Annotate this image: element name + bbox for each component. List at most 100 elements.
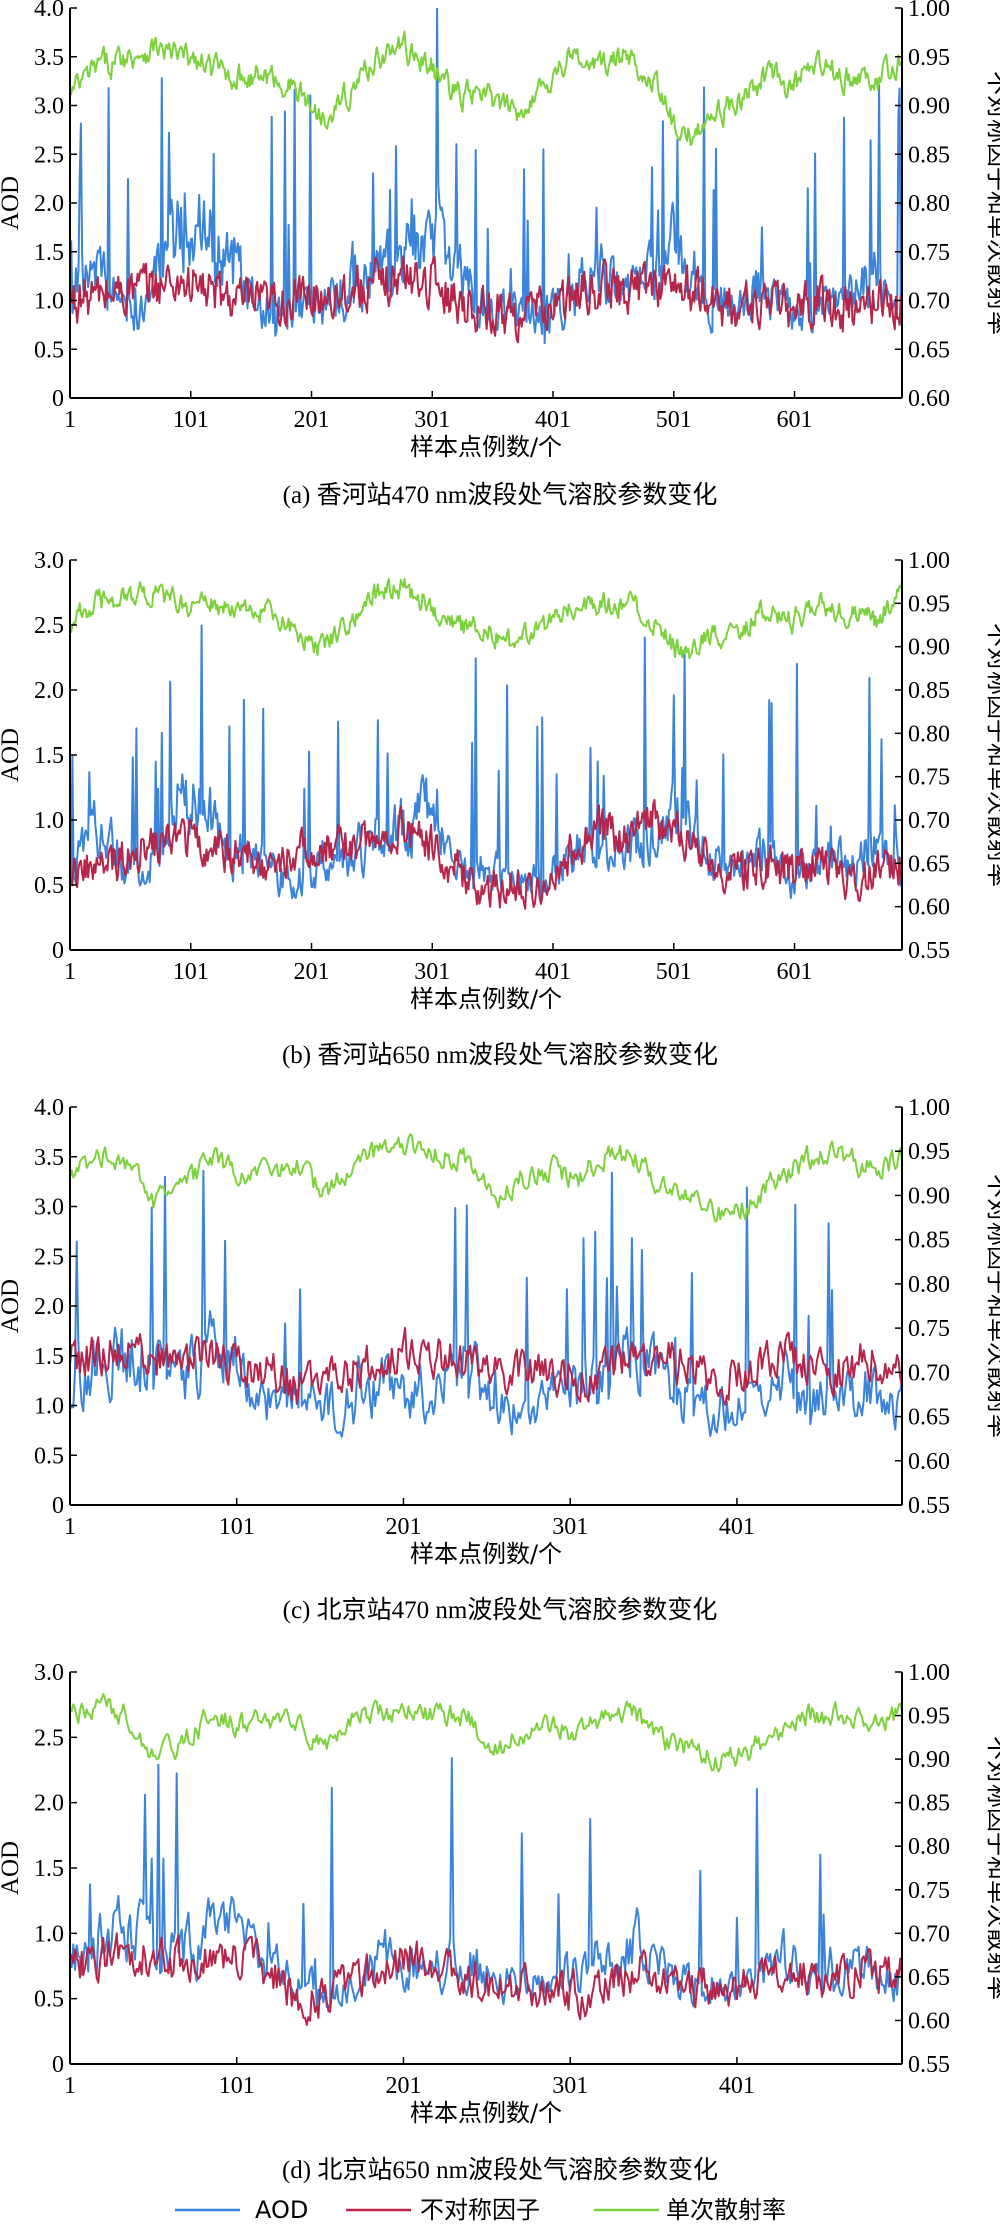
y2-tick-label: 0.75: [908, 765, 950, 791]
x-axis-label: 样本点例数/个: [410, 2099, 562, 2127]
y-tick-label: 1.5: [34, 1344, 64, 1370]
chart-panel: 0 0.5 1.0 1.5 2.0 2.5 3.0 0.55 0.60 0.65 0.70 0.75 0…: [0, 1660, 1000, 2184]
y2-tick-label: 0.90: [908, 1747, 950, 1773]
y-tick-label: 2.5: [34, 1725, 64, 1751]
x-tick-label: 301: [414, 407, 450, 433]
y-tick-label: 2.5: [34, 613, 64, 639]
y2-tick-label: 0.70: [908, 289, 950, 315]
y-tick-label: 0: [52, 938, 64, 964]
y2-tick-label: 0.85: [908, 142, 950, 168]
y2-tick-label: 0.65: [908, 1405, 950, 1431]
y2-tick-label: 0.60: [908, 2008, 950, 2034]
y2-tick-label: 0.80: [908, 1834, 950, 1860]
y2-tick-label: 0.55: [908, 938, 950, 964]
y2-tick-label: 0.55: [908, 1493, 950, 1519]
y-tick-label: 0: [52, 386, 64, 412]
y2-tick-label: 0.75: [908, 240, 950, 266]
series-line: [70, 1326, 902, 1406]
y-tick-label: 2.0: [34, 678, 64, 704]
series-line: [70, 255, 902, 344]
y-tick-label: 2.0: [34, 191, 64, 217]
x-tick-label: 401: [535, 407, 571, 433]
x-tick-label: 301: [552, 1514, 588, 1540]
y-tick-label: 1.5: [34, 1856, 64, 1882]
y2-tick-label: 0.75: [908, 1878, 950, 1904]
y-tick-label: 1.5: [34, 743, 64, 769]
x-tick-label: 301: [552, 2073, 588, 2099]
x-tick-label: 201: [385, 1514, 421, 1540]
y-tick-label: 1.0: [34, 1921, 64, 1947]
y-axis-label: AOD: [0, 1279, 24, 1333]
x-tick-label: 501: [656, 959, 692, 985]
x-tick-label: 101: [173, 959, 209, 985]
x-tick-label: 201: [294, 959, 330, 985]
x-tick-label: 101: [173, 407, 209, 433]
y2-tick-label: 0.95: [908, 1139, 950, 1165]
series-line: [70, 798, 902, 910]
x-axis-label: 样本点例数/个: [410, 1540, 562, 1568]
y-tick-label: 2.5: [34, 1244, 64, 1270]
y-tick-label: 1.0: [34, 289, 64, 315]
chart-panel: 0 0.5 1.0 1.5 2.0 2.5 3.0 3.5 4.0 0.55 0.60 0.65 0.7…: [0, 1095, 1000, 1624]
y2-tick-label: 0.80: [908, 1272, 950, 1298]
y-tick-label: 0.5: [34, 1987, 64, 2013]
y2-tick-label: 1.00: [908, 0, 950, 22]
y-tick-label: 0.5: [34, 1443, 64, 1469]
x-tick-label: 601: [777, 959, 813, 985]
y2-tick-label: 0.85: [908, 1791, 950, 1817]
y2-tick-label: 0.95: [908, 45, 950, 71]
y-tick-label: 3.5: [34, 1145, 64, 1171]
panel-caption: (d) 北京站650 nm波段处气溶胶参数变化: [282, 2156, 718, 2184]
y-axis-label: AOD: [0, 728, 24, 782]
y2-tick-label: 1.00: [908, 548, 950, 574]
series-line: [70, 1932, 902, 2026]
y-tick-label: 3.0: [34, 1195, 64, 1221]
y2-tick-label: 0.65: [908, 851, 950, 877]
legend-label: 单次散射率: [666, 2196, 786, 2224]
y2-tick-label: 0.95: [908, 1704, 950, 1730]
y-tick-label: 2.0: [34, 1294, 64, 1320]
y2-tick-label: 0.65: [908, 1965, 950, 1991]
series-line: [70, 1169, 902, 1438]
y2-tick-label: 0.65: [908, 337, 950, 363]
y2-tick-label: 0.95: [908, 591, 950, 617]
y2-tick-label: 0.75: [908, 1316, 950, 1342]
y-axis-label: AOD: [0, 176, 24, 230]
panel-caption: (c) 北京站470 nm波段处气溶胶参数变化: [283, 1596, 718, 1624]
y2-tick-label: 0.70: [908, 808, 950, 834]
y2-tick-label: 0.80: [908, 191, 950, 217]
y2-tick-label: 0.85: [908, 678, 950, 704]
y-tick-label: 0.5: [34, 873, 64, 899]
y-tick-label: 4.0: [34, 1095, 64, 1121]
y2-tick-label: 0.80: [908, 721, 950, 747]
y2-axis-label: 不对称因子和单次散射率: [984, 71, 1000, 335]
legend: AOD 不对称因子 单次散射率: [175, 2196, 786, 2224]
x-axis-label: 样本点例数/个: [410, 985, 562, 1013]
series-line: [70, 624, 902, 902]
y2-tick-label: 0.90: [908, 94, 950, 120]
x-tick-label: 1: [64, 2073, 76, 2099]
y2-tick-label: 0.60: [908, 895, 950, 921]
y2-tick-label: 0.90: [908, 1183, 950, 1209]
y-tick-label: 2.0: [34, 1791, 64, 1817]
y2-tick-label: 0.60: [908, 1449, 950, 1475]
x-tick-label: 501: [656, 407, 692, 433]
y2-tick-label: 0.70: [908, 1921, 950, 1947]
legend-label: AOD: [255, 2196, 308, 2224]
x-tick-label: 101: [219, 1514, 255, 1540]
series-line: [70, 1693, 902, 1773]
chart-panel: 0 0.5 1.0 1.5 2.0 2.5 3.0 0.55 0.60 0.65 0.70 0.75 0…: [0, 548, 1000, 1069]
y-tick-label: 3.0: [34, 1660, 64, 1686]
x-tick-label: 1: [64, 959, 76, 985]
series-line: [70, 30, 902, 147]
y2-tick-label: 0.70: [908, 1360, 950, 1386]
y-tick-label: 3.5: [34, 45, 64, 71]
chart-panel: 0 0.5 1.0 1.5 2.0 2.5 3.0 3.5 4.0 0.60 0.65 0.70 0.7…: [0, 0, 1000, 509]
x-tick-label: 101: [219, 2073, 255, 2099]
y-tick-label: 0.5: [34, 337, 64, 363]
y2-axis-label: 不对称因子和单次散射率: [984, 1736, 1000, 2000]
y2-axis-label: 不对称因子和单次散射率: [984, 623, 1000, 887]
x-tick-label: 201: [294, 407, 330, 433]
y-tick-label: 0: [52, 2052, 64, 2078]
